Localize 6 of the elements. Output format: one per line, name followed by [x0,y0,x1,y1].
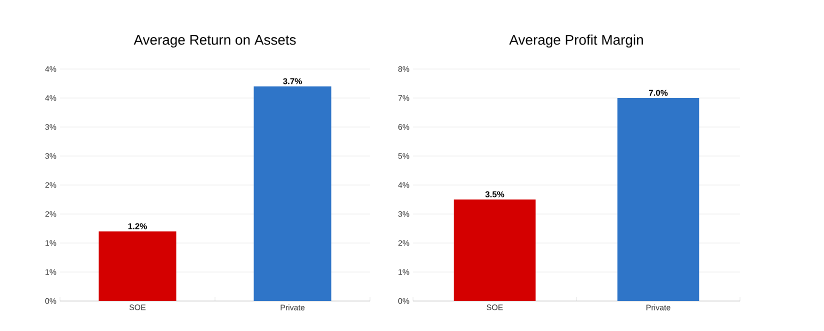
data-label: 3.7% [283,78,302,84]
chart-title: Average Profit Margin [509,34,643,48]
data-label: 7.0% [648,90,668,96]
chart-title: Average Return on Assets [134,35,296,48]
data-label: 1.2% [128,223,147,230]
data-label: 3.5% [485,191,504,198]
